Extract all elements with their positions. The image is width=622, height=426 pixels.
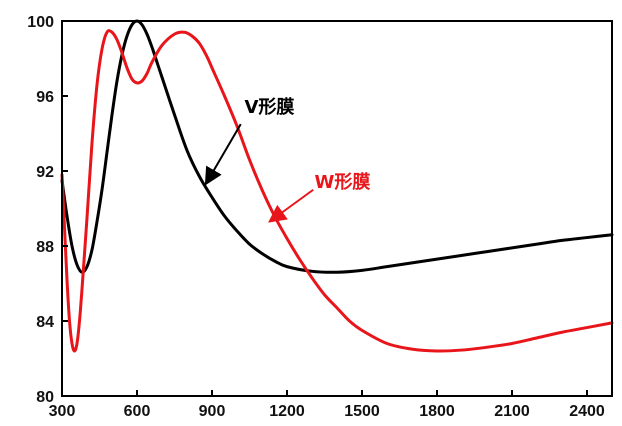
y-tick-label: 92 bbox=[36, 164, 54, 181]
x-tick-label: 300 bbox=[49, 403, 76, 420]
ticks-layer: 300 600 900 1200 1500 1800 2100 2400 80 84 88 92 96 1… bbox=[27, 14, 605, 420]
x-tick-label: 900 bbox=[199, 403, 226, 420]
annotation-label-0: V形膜 bbox=[245, 96, 295, 118]
y-tick-label: 80 bbox=[36, 389, 54, 406]
series-layer bbox=[60, 19, 614, 353]
annotations-layer: V形膜 W形膜 bbox=[204, 96, 371, 223]
x-tick-label: 2400 bbox=[569, 403, 605, 420]
y-tick-label: 88 bbox=[36, 239, 54, 256]
x-tick-label: 1500 bbox=[344, 403, 380, 420]
plot-frame bbox=[61, 20, 613, 397]
x-tick-label: 1200 bbox=[269, 403, 305, 420]
annotation-arrow-1 bbox=[268, 188, 314, 223]
annotation-label-1: W形膜 bbox=[315, 171, 371, 193]
annotation-arrow-0 bbox=[204, 123, 242, 186]
series-line-0 bbox=[60, 19, 614, 274]
x-tick-label: 2100 bbox=[494, 403, 530, 420]
x-tick-label: 1800 bbox=[419, 403, 455, 420]
series-line-1 bbox=[60, 29, 614, 353]
y-tick-label: 84 bbox=[36, 314, 54, 331]
y-tick-label: 96 bbox=[36, 89, 54, 106]
y-tick-label: 100 bbox=[27, 14, 54, 31]
x-tick-label: 600 bbox=[124, 403, 151, 420]
